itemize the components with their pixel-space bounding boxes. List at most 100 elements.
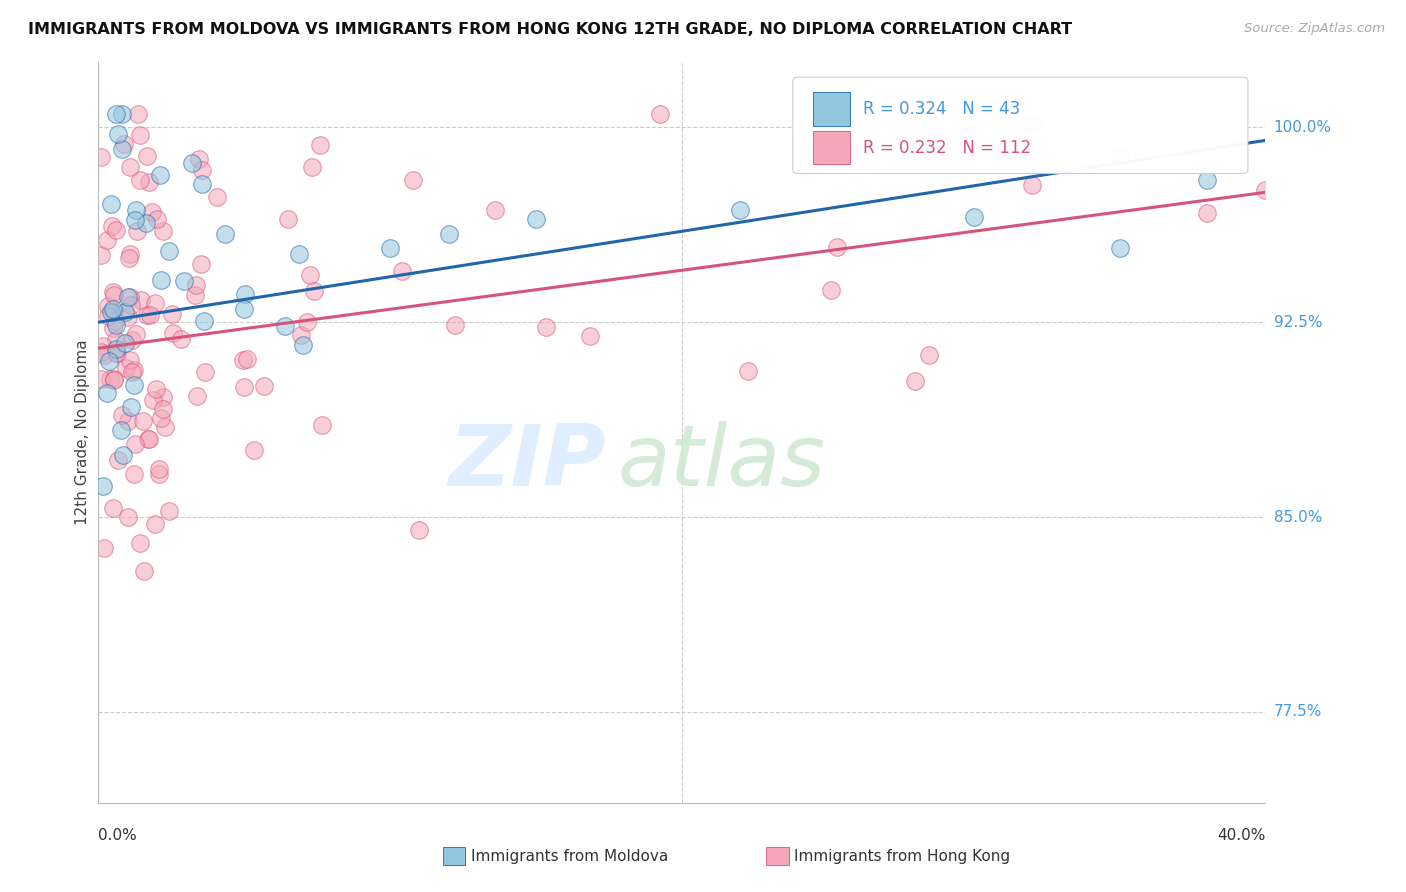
Point	[101, 301, 124, 316]
Point	[127, 107, 149, 121]
Point	[918, 349, 941, 363]
Point	[191, 163, 214, 178]
Point	[1021, 117, 1043, 131]
Point	[104, 333, 127, 347]
Point	[391, 264, 413, 278]
Point	[136, 432, 159, 446]
Point	[309, 138, 332, 153]
Bar	[813, 93, 851, 126]
Point	[98, 372, 121, 386]
Point	[484, 203, 506, 218]
Point	[127, 224, 149, 238]
Text: 77.5%: 77.5%	[1274, 705, 1322, 719]
Point	[233, 380, 256, 394]
Point	[120, 400, 142, 414]
Point	[1195, 205, 1218, 219]
Point	[304, 285, 326, 299]
Point	[117, 509, 139, 524]
Point	[105, 107, 128, 121]
Point	[408, 523, 430, 537]
Point	[132, 414, 155, 428]
Point	[187, 153, 209, 167]
Point	[253, 379, 276, 393]
Point	[105, 346, 128, 360]
Point	[737, 363, 759, 377]
Point	[242, 443, 264, 458]
Point	[650, 107, 672, 121]
Point	[118, 247, 141, 261]
Point	[233, 302, 256, 317]
Point	[295, 315, 318, 329]
Point	[101, 501, 124, 516]
Point	[205, 190, 228, 204]
Point	[152, 401, 174, 416]
Point	[728, 202, 751, 217]
Point	[117, 310, 139, 324]
Point	[191, 178, 214, 192]
Point	[93, 348, 115, 362]
Point	[152, 224, 174, 238]
Point	[1021, 178, 1043, 192]
FancyBboxPatch shape	[793, 78, 1249, 173]
Point	[170, 332, 193, 346]
Point	[122, 467, 145, 482]
Point	[124, 326, 146, 341]
Point	[273, 318, 295, 333]
Point	[143, 295, 166, 310]
Point	[122, 377, 145, 392]
Point	[93, 339, 115, 353]
Text: 85.0%: 85.0%	[1274, 509, 1322, 524]
Point	[149, 169, 172, 183]
Point	[534, 320, 557, 334]
Point	[117, 414, 139, 428]
Text: R = 0.324   N = 43: R = 0.324 N = 43	[863, 100, 1019, 118]
Point	[112, 136, 135, 151]
Point	[157, 244, 180, 258]
Point	[311, 417, 333, 432]
Point	[155, 419, 177, 434]
Point	[904, 374, 927, 388]
Point	[101, 219, 124, 233]
Point	[118, 290, 141, 304]
Point	[820, 284, 842, 298]
Point	[194, 365, 217, 379]
Point	[444, 318, 467, 332]
Point	[90, 150, 112, 164]
Text: ZIP: ZIP	[449, 421, 606, 504]
Point	[173, 275, 195, 289]
Point	[103, 287, 125, 301]
Point	[136, 149, 159, 163]
Point	[103, 372, 125, 386]
Point	[180, 156, 202, 170]
Point	[152, 390, 174, 404]
Point	[115, 361, 138, 376]
Text: 0.0%: 0.0%	[98, 828, 138, 843]
Point	[402, 173, 425, 187]
Point	[298, 268, 321, 283]
Point	[1108, 150, 1130, 164]
Point	[186, 389, 208, 403]
Point	[1108, 241, 1130, 255]
Point	[103, 305, 125, 319]
Point	[96, 234, 118, 248]
Point	[232, 352, 254, 367]
Point	[150, 273, 173, 287]
Point	[148, 467, 170, 481]
Point	[121, 333, 143, 347]
Point	[96, 386, 118, 401]
Point	[145, 517, 167, 532]
Text: Immigrants from Moldova: Immigrants from Moldova	[471, 849, 668, 863]
Point	[124, 437, 146, 451]
Point	[378, 241, 402, 255]
Text: 92.5%: 92.5%	[1274, 315, 1322, 330]
Point	[103, 314, 125, 328]
Point	[1195, 173, 1218, 187]
Point	[233, 286, 256, 301]
Text: atlas: atlas	[617, 421, 825, 504]
Point	[90, 372, 112, 386]
Point	[138, 432, 160, 446]
Point	[105, 318, 128, 333]
Point	[146, 212, 169, 227]
Point	[117, 290, 139, 304]
Point	[104, 222, 127, 236]
